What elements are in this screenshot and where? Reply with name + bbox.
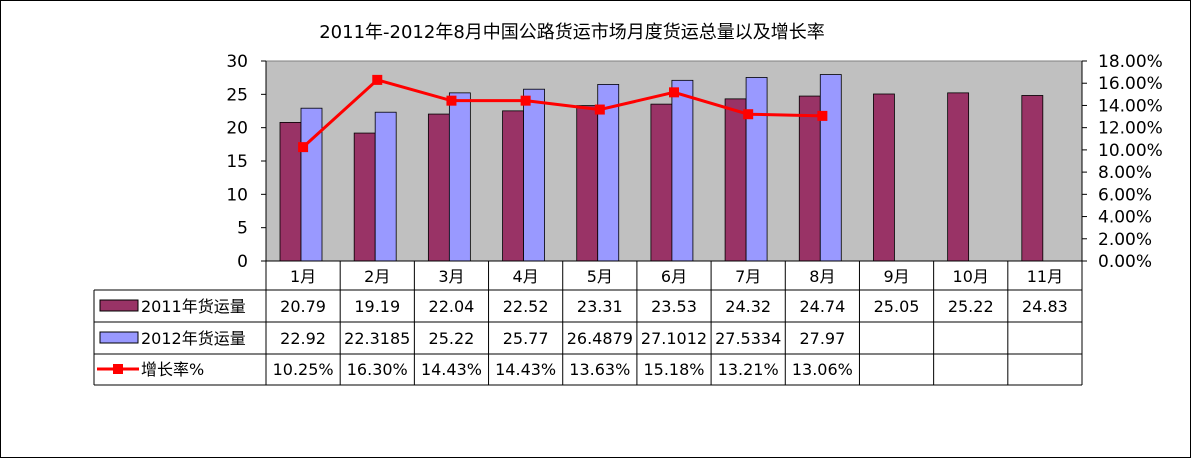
data-cell: 27.5334 <box>715 329 781 348</box>
y-left-tick-label: 10 <box>226 185 248 205</box>
data-cell: 20.79 <box>280 297 326 316</box>
growth-rate-marker <box>669 87 679 98</box>
data-cell: 22.04 <box>429 297 475 316</box>
bar-2012 <box>745 77 768 262</box>
y-right-tick-label: 4.00% <box>1098 208 1152 228</box>
data-cell: 24.83 <box>1022 297 1068 316</box>
y-left-tick-label: 20 <box>226 119 248 139</box>
data-cell: 25.22 <box>948 297 994 316</box>
data-cell: 13.21% <box>718 360 779 379</box>
data-cell: 15.18% <box>643 360 704 379</box>
bar-2012 <box>448 92 471 262</box>
data-cell: 10.25% <box>273 360 334 379</box>
growth-rate-marker <box>372 74 383 85</box>
growth-rate-line <box>302 78 823 149</box>
data-cell: 27.97 <box>799 329 845 348</box>
bar-2011 <box>427 113 450 262</box>
bar-2011 <box>353 132 376 262</box>
y-right-tick-label: 10.00% <box>1098 141 1163 161</box>
legend-label: 2011年货运量 <box>141 297 246 316</box>
y-right-tick-label: 0.00% <box>1098 252 1152 272</box>
y-right-tick-label: 16.00% <box>1098 74 1163 94</box>
data-cell: 23.53 <box>651 297 697 316</box>
data-cell: 16.30% <box>347 360 408 379</box>
y-right-tick-label: 8.00% <box>1098 163 1152 183</box>
data-cell: 23.31 <box>577 297 623 316</box>
y-right-tick-label: 6.00% <box>1098 185 1152 205</box>
legend-swatch <box>99 331 139 344</box>
bar-2011 <box>798 95 821 262</box>
data-cell: 22.92 <box>280 329 326 348</box>
legend-label: 2012年货运量 <box>141 329 246 348</box>
x-tick-label: 5月 <box>587 267 613 286</box>
growth-rate-marker <box>743 109 754 120</box>
growth-rate-marker <box>298 142 309 153</box>
data-cell: 22.3185 <box>344 329 410 348</box>
y-left-tick-label: 25 <box>226 85 248 105</box>
y-right-tick-label: 2.00% <box>1098 230 1152 250</box>
bar-2011 <box>947 92 970 262</box>
data-cell: 27.1012 <box>641 329 707 348</box>
x-tick-label: 1月 <box>290 267 316 286</box>
legend-swatch <box>99 299 139 312</box>
data-cell: 26.4879 <box>567 329 633 348</box>
y-left-tick-label: 15 <box>226 152 248 172</box>
y-right-tick-label: 18.00% <box>1098 52 1163 72</box>
plot-area: 0 5 10 15 20 25 30 0.00%2.00%4.00% 6.00%8.00%10.… <box>226 52 1162 272</box>
y-left-tick-label: 5 <box>237 219 248 239</box>
data-cell: 13.63% <box>569 360 630 379</box>
bar-2011 <box>279 122 302 262</box>
bar-2011 <box>502 110 524 262</box>
data-cell: 14.43% <box>495 360 556 379</box>
data-cell: 19.19 <box>354 297 400 316</box>
x-tick-label: 11月 <box>1027 267 1063 286</box>
x-tick-label: 4月 <box>513 267 539 286</box>
chart-title: 2011年-2012年8月中国公路货运市场月度货运总量以及增长率 <box>319 22 825 43</box>
data-cell: 25.22 <box>429 329 475 348</box>
data-table: 1月 2月 3月 4月 5月 6月 7月 8月 9月 10月 11月 2011年货运量 20.79 19.… <box>93 260 1083 386</box>
legend-marker <box>113 364 123 374</box>
y-left-tick-label: 0 <box>237 252 248 272</box>
x-tick-label: 7月 <box>735 267 761 286</box>
data-cell: 25.05 <box>874 297 920 316</box>
bar-2012 <box>671 79 694 262</box>
bar-2011 <box>724 98 747 262</box>
data-cell: 14.43% <box>421 360 482 379</box>
bar-2011 <box>873 93 895 262</box>
growth-rate-marker <box>446 95 457 106</box>
x-tick-label: 9月 <box>883 267 909 286</box>
y-left-tick-label: 30 <box>226 52 248 72</box>
data-cell: 24.32 <box>725 297 771 316</box>
bar-2011 <box>576 105 599 262</box>
growth-rate-marker <box>817 110 828 121</box>
bar-2011 <box>650 103 673 262</box>
data-cell: 25.77 <box>503 329 549 348</box>
growth-rate-marker <box>520 95 531 106</box>
data-cell: 24.74 <box>799 297 845 316</box>
bar-2012 <box>523 88 545 262</box>
bar-2012 <box>374 111 397 262</box>
x-tick-label: 3月 <box>438 267 464 286</box>
growth-rate-marker <box>594 104 605 115</box>
data-cell: 13.06% <box>792 360 853 379</box>
legend-label: 增长率% <box>141 360 204 379</box>
bar-2011 <box>1021 95 1044 262</box>
x-tick-label: 8月 <box>809 267 835 286</box>
x-tick-label: 6月 <box>661 267 687 286</box>
x-tick-label: 10月 <box>953 267 989 286</box>
bar-2012 <box>819 74 842 262</box>
data-cell: 22.52 <box>503 297 549 316</box>
y-right-tick-label: 14.00% <box>1098 96 1163 116</box>
y-right-tick-label: 12.00% <box>1098 119 1163 139</box>
x-tick-label: 2月 <box>364 267 390 286</box>
